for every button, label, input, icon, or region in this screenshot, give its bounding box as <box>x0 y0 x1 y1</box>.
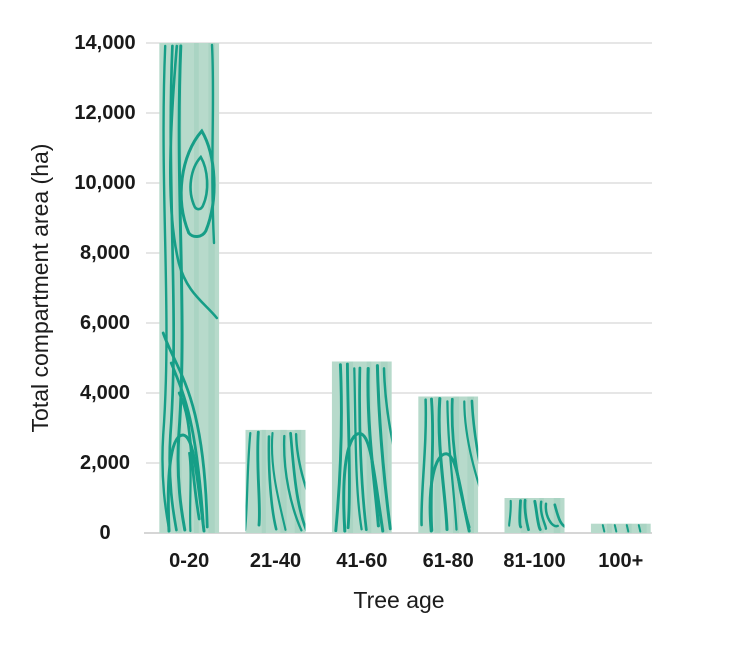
bar-band <box>381 361 388 533</box>
wood-grain-path <box>161 44 171 532</box>
bar-61-80 <box>418 396 479 533</box>
wood-grain-path <box>437 397 449 532</box>
x-tick-label: 81-100 <box>503 550 565 572</box>
bar-band <box>434 396 441 533</box>
bar-21-40 <box>245 429 306 533</box>
x-tick-label: 0-20 <box>169 550 209 572</box>
wood-grain-path <box>282 434 303 532</box>
x-tick-label: 21-40 <box>250 550 301 572</box>
x-axis-title: Tree age <box>353 587 444 613</box>
wood-grain-path <box>169 44 219 320</box>
wood-grain-path <box>256 430 261 527</box>
wood-grain-path <box>166 433 206 533</box>
wood-grain-path <box>539 500 548 530</box>
wood-grain-path <box>613 524 618 533</box>
bar-band <box>208 43 215 533</box>
wood-grain-path <box>446 400 458 531</box>
y-tick-labels: 0 2,000 4,000 6,000 8,000 10,000 12,000 14,000 <box>74 32 135 544</box>
y-tick-label: 8,000 <box>80 242 130 264</box>
wood-grain-path <box>601 524 606 533</box>
bar-band <box>280 429 287 533</box>
bar-100+ <box>590 523 651 533</box>
y-tick-label: 4,000 <box>80 382 130 404</box>
wood-grain-path <box>179 128 216 238</box>
wood-grain-path <box>353 367 363 531</box>
wood-grain-path <box>470 399 479 463</box>
y-tick-label: 12,000 <box>74 102 135 124</box>
x-tick-label: 61-80 <box>423 550 474 572</box>
bar-0-20 <box>159 43 220 533</box>
x-tick-label: 100+ <box>598 550 643 572</box>
wood-grain-path <box>637 524 642 533</box>
bar-band <box>607 523 612 533</box>
wood-grain-path <box>625 524 630 533</box>
wood-grain-path <box>544 502 559 528</box>
y-tick-label: 14,000 <box>74 32 135 54</box>
wood-grain-path <box>189 154 209 211</box>
wood-grain-path <box>375 364 392 531</box>
y-tick-label: 0 <box>99 522 110 544</box>
wood-grain-path <box>294 433 306 491</box>
wood-grain-path <box>523 498 530 532</box>
bar-band <box>175 43 182 533</box>
wood-grain-path <box>270 431 287 531</box>
y-axis-title: Total compartment area (ha) <box>27 144 53 433</box>
y-tick-label: 2,000 <box>80 452 130 474</box>
wood-grain-path <box>508 499 512 527</box>
x-tick-label: 41-60 <box>336 550 387 572</box>
bar-band <box>261 429 266 533</box>
wood-grain-path <box>358 366 368 532</box>
y-tick-label: 6,000 <box>80 312 130 334</box>
wood-grain-path <box>245 431 252 532</box>
bar-41-60 <box>331 361 392 533</box>
wood-grain-path <box>533 499 542 531</box>
bars <box>159 43 651 533</box>
bar-band <box>640 523 647 533</box>
wood-grain-path <box>289 431 306 532</box>
y-tick-label: 10,000 <box>74 172 135 194</box>
bar-band <box>294 429 302 533</box>
bar-band <box>520 498 528 533</box>
bar-band <box>467 396 474 533</box>
wood-grain-path <box>267 435 278 531</box>
wood-grain-path <box>553 503 565 528</box>
wood-grain-path <box>463 400 479 487</box>
bar-81-100 <box>504 498 565 533</box>
bar-band <box>194 43 199 533</box>
wood-grain-path <box>161 331 209 529</box>
wood-grain-path <box>428 452 471 533</box>
wood-grain-path <box>334 363 343 533</box>
bar-band <box>348 361 354 533</box>
bar-band <box>625 523 632 533</box>
wood-grain-path <box>188 451 192 533</box>
wood-grain-path <box>342 431 385 533</box>
wood-grain-path <box>210 43 216 245</box>
wood-grain-path <box>382 367 392 444</box>
x-tick-labels: 0-20 21-40 41-60 61-80 81-100 100+ <box>169 550 643 572</box>
gridlines <box>144 42 652 534</box>
wood-grain-path <box>176 44 187 532</box>
wood-grain-path <box>420 398 428 527</box>
wood-grain-path <box>518 499 523 529</box>
bar-fill <box>590 523 651 533</box>
